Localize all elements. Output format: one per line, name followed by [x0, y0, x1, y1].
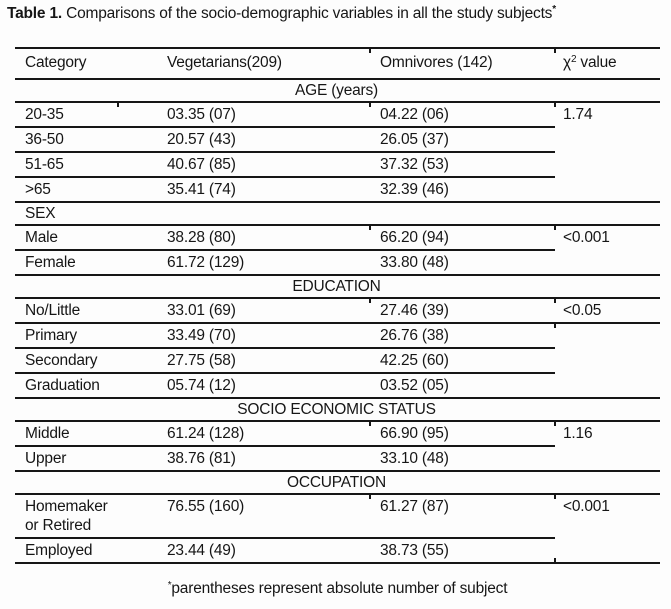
- cell-chi-value: <0.001: [554, 492, 660, 564]
- table-row: Employed 23.44 (49) 38.73 (55): [15, 538, 660, 564]
- cell-omnivores: 27.46 (39): [369, 296, 555, 324]
- cell-category: No/Little: [15, 298, 118, 324]
- cell-vegetarians: 20.57 (43): [118, 127, 370, 153]
- section-row-socio-economic-status: SOCIO ECONOMIC STATUS: [15, 398, 660, 422]
- cell-category: 36-50: [15, 127, 118, 153]
- cell-chi-value: 1.74: [554, 100, 660, 203]
- cell-vegetarians: 33.01 (69): [118, 298, 370, 324]
- cell-vegetarians: 38.28 (80): [118, 225, 370, 251]
- table-header-row: Category Vegetarians(209) Omnivores (142…: [15, 46, 660, 80]
- cell-category: Primary: [15, 323, 118, 349]
- cell-omnivores: 26.76 (38): [370, 323, 555, 349]
- cell-omnivores: 33.80 (48): [370, 250, 555, 276]
- cell-category: >65: [15, 177, 118, 203]
- section-title-sex: SEX: [15, 202, 660, 226]
- cell-category: 20-35: [15, 102, 118, 128]
- section-title-education: EDUCATION: [15, 275, 660, 299]
- cell-category: Female: [15, 250, 118, 276]
- cell-vegetarians: 27.75 (58): [118, 348, 370, 374]
- cell-vegetarians: 76.55 (160): [118, 494, 370, 539]
- cell-omnivores: 04.22 (06): [369, 100, 555, 128]
- footnote-marker: *: [167, 580, 172, 591]
- cell-vegetarians: 05.74 (12): [118, 373, 370, 399]
- cell-vegetarians: 03.35 (07): [117, 100, 370, 128]
- table-row: 36-50 20.57 (43) 26.05 (37): [15, 127, 660, 153]
- column-header-vegetarians: Vegetarians(209): [118, 48, 370, 80]
- section-row-occupation: OCCUPATION: [15, 471, 660, 495]
- cell-vegetarians: 61.72 (129): [118, 250, 370, 276]
- section-title-socio-economic-status: SOCIO ECONOMIC STATUS: [15, 398, 660, 422]
- cell-omnivores: 33.10 (48): [370, 446, 555, 472]
- section-title-age: AGE (years): [15, 79, 660, 103]
- cell-omnivores: 03.52 (05): [370, 373, 555, 399]
- section-row-age: AGE (years): [15, 79, 660, 103]
- chi-exponent: 2: [570, 54, 577, 65]
- table-row: Male 38.28 (80) 66.20 (94) <0.001: [15, 223, 660, 276]
- column-header-category: Category: [15, 48, 118, 80]
- table-caption: Table 1. Comparisons of the socio-demogr…: [7, 4, 667, 26]
- table-row: Upper 38.76 (81) 33.10 (48): [15, 446, 660, 472]
- table-row: Homemaker or Retired 76.55 (160) 61.27 (…: [15, 492, 660, 564]
- cell-omnivores: 32.39 (46): [370, 177, 555, 203]
- column-header-chi-square: χ2 value: [554, 46, 660, 80]
- cell-vegetarians: 61.24 (128): [118, 421, 370, 447]
- cell-vegetarians: 35.41 (74): [118, 177, 370, 203]
- cell-vegetarians: 33.49 (70): [118, 323, 370, 349]
- cell-omnivores: 42.25 (60): [370, 348, 555, 374]
- table-caption-label: Table 1.: [7, 5, 62, 22]
- cell-category: Graduation: [15, 373, 118, 399]
- cell-omnivores: 37.32 (53): [370, 152, 555, 178]
- cell-category: Employed: [15, 538, 118, 564]
- cell-omnivores: 66.90 (95): [369, 419, 555, 447]
- table-row: 51-65 40.67 (85) 37.32 (53): [15, 152, 660, 178]
- cell-chi-value: 1.16: [554, 419, 660, 472]
- cell-chi-value: <0.001: [554, 223, 660, 276]
- cell-category: 51-65: [15, 152, 118, 178]
- cell-vegetarians: 40.67 (85): [118, 152, 370, 178]
- cell-omnivores: 61.27 (87): [369, 492, 555, 539]
- table-row: 20-35 03.35 (07) 04.22 (06) 1.74: [15, 100, 660, 203]
- table-row: >65 35.41 (74) 32.39 (46): [15, 177, 660, 203]
- table-row: Secondary 27.75 (58) 42.25 (60): [15, 348, 660, 374]
- cell-chi-empty: [554, 321, 660, 399]
- cell-omnivores: 38.73 (55): [370, 538, 555, 564]
- section-title-occupation: OCCUPATION: [15, 471, 660, 495]
- column-header-omnivores: Omnivores (142): [369, 46, 555, 80]
- table-row: Middle 61.24 (128) 66.90 (95) 1.16: [15, 419, 660, 472]
- section-row-sex: SEX: [15, 202, 660, 226]
- cell-category: Secondary: [15, 348, 118, 374]
- footnote-text: parentheses represent absolute number of…: [171, 580, 508, 597]
- cell-category: Male: [15, 225, 118, 251]
- cell-category: Homemaker or Retired: [15, 494, 118, 539]
- cell-vegetarians: 38.76 (81): [118, 446, 370, 472]
- table-footnote: *parentheses represent absolute number o…: [15, 580, 660, 598]
- cell-category: Middle: [15, 421, 118, 447]
- chi-value-label: value: [576, 54, 617, 71]
- socio-demographic-table: Category Vegetarians(209) Omnivores (142…: [15, 46, 660, 564]
- cell-category: Upper: [15, 446, 118, 472]
- section-row-education: EDUCATION: [15, 275, 660, 299]
- cell-omnivores: 26.05 (37): [370, 127, 555, 153]
- cell-omnivores: 66.20 (94): [369, 223, 555, 251]
- cell-vegetarians: 23.44 (49): [118, 538, 370, 564]
- table-row: No/Little 33.01 (69) 27.46 (39) <0.05: [15, 296, 660, 324]
- table-row: Graduation 05.74 (12) 03.52 (05): [15, 373, 660, 399]
- cell-chi-value: <0.05: [554, 296, 660, 324]
- table-row: Primary 33.49 (70) 26.76 (38): [15, 321, 660, 399]
- table-caption-footnote-marker: *: [552, 4, 556, 15]
- chi-symbol: χ: [563, 54, 571, 71]
- table-row: Female 61.72 (129) 33.80 (48): [15, 250, 660, 276]
- table-caption-text: Comparisons of the socio-demographic var…: [61, 5, 553, 22]
